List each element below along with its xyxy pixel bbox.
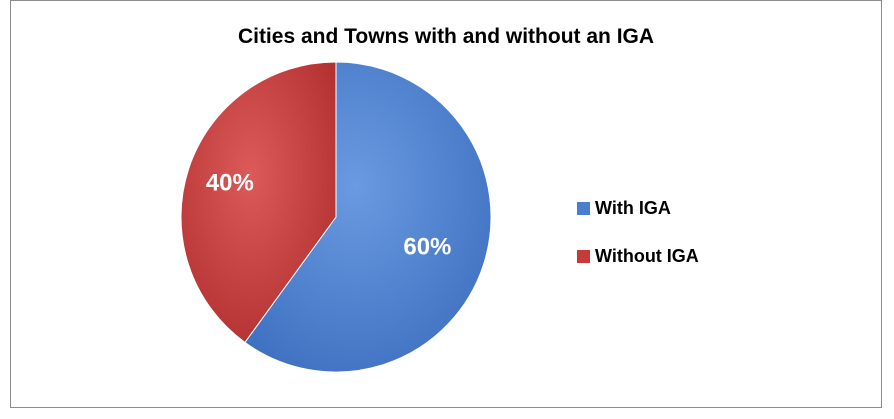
legend-label-without-iga: Without IGA	[595, 245, 699, 266]
legend-swatch-without-iga	[577, 249, 590, 263]
legend-swatch-with-iga	[577, 201, 590, 215]
pie-chart: 60% 40%	[180, 61, 492, 373]
legend-item-without-iga: Without IGA	[577, 245, 699, 267]
chart-frame: Cities and Towns with and without an IGA…	[10, 0, 882, 408]
legend-item-with-iga: With IGA	[577, 197, 699, 219]
chart-title: Cities and Towns with and without an IGA	[237, 25, 655, 48]
legend-label-with-iga: With IGA	[595, 197, 671, 218]
legend: With IGA Without IGA	[577, 197, 699, 293]
pie-slice-without-iga	[180, 61, 337, 344]
slice-label-with-iga: 60%	[403, 234, 451, 261]
pie-slice-with-iga	[244, 61, 492, 373]
slice-label-without-iga: 40%	[206, 170, 254, 197]
